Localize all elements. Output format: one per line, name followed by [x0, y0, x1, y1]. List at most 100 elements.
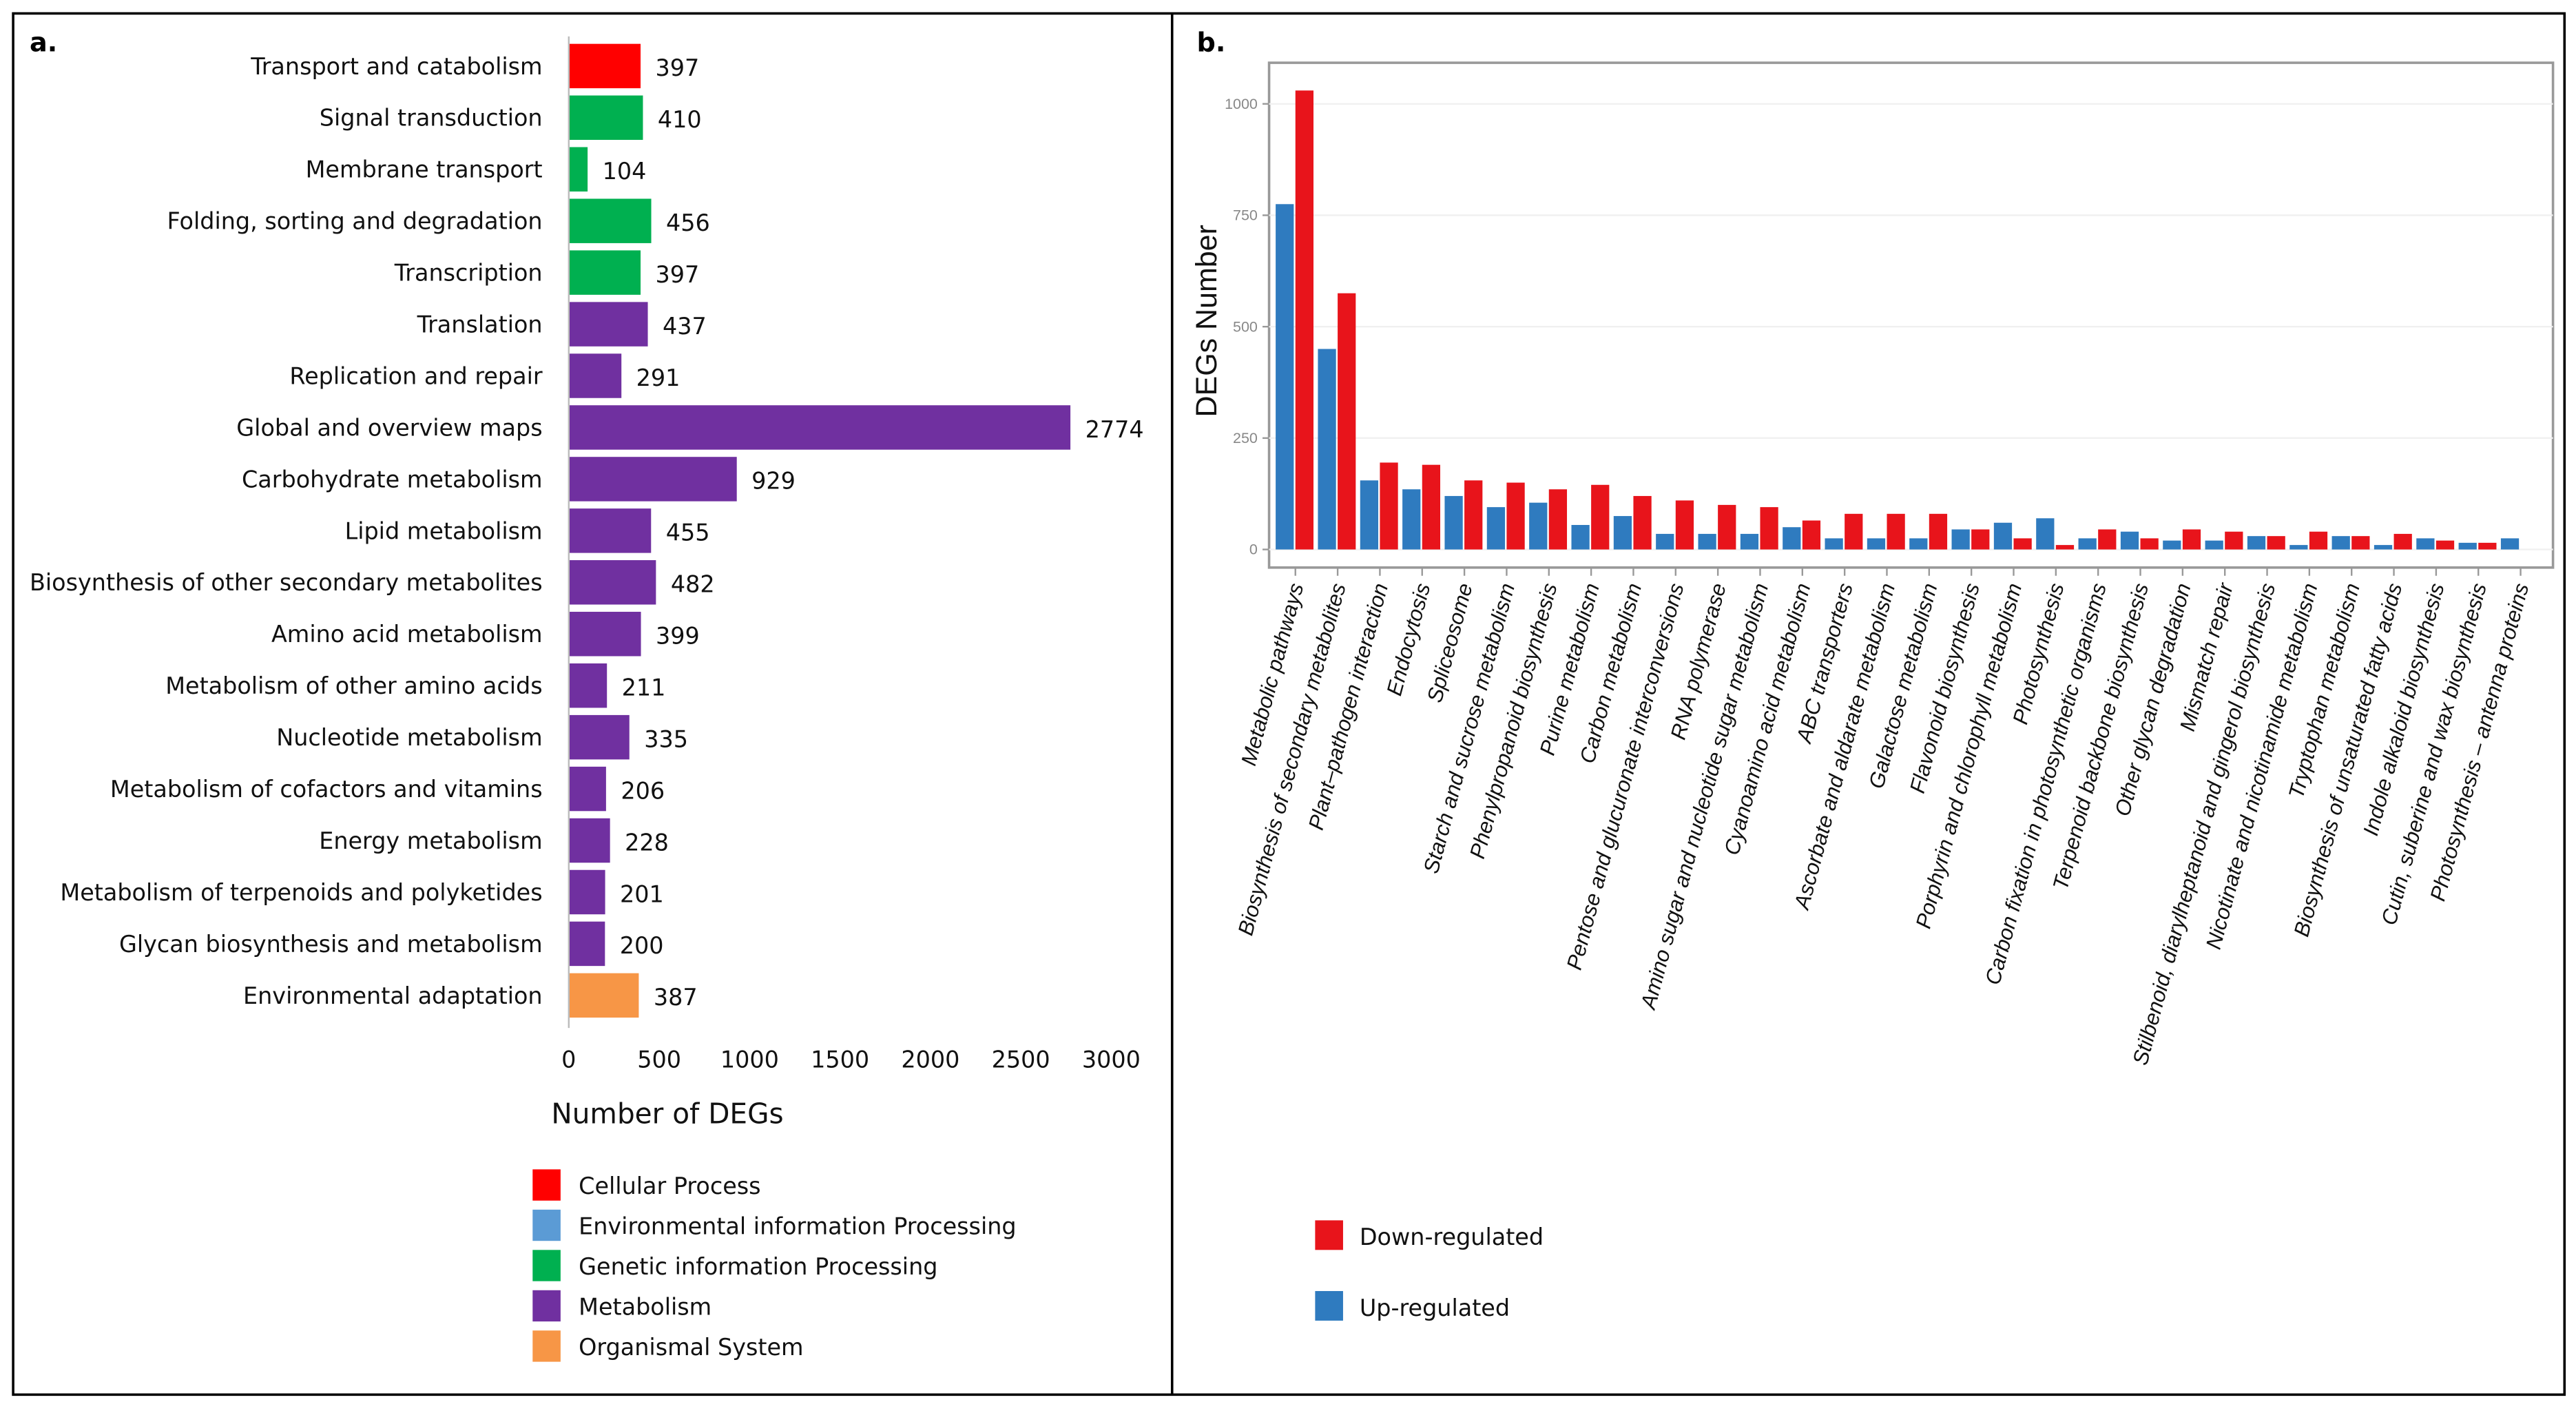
bar-up-regulated	[1993, 522, 2013, 550]
legend-label: Down-regulated	[1360, 1224, 1544, 1250]
category-label: Environmental adaptation	[243, 982, 543, 1009]
bar-down-regulated	[1380, 462, 1398, 550]
category-label: Global and overview maps	[236, 414, 542, 441]
bar-value-label: 929	[751, 468, 796, 495]
bar-up-regulated	[1318, 349, 1336, 550]
x-tick-label: 2500	[992, 1046, 1050, 1073]
category-label: Biosynthesis of other secondary metaboli…	[30, 569, 543, 596]
bar	[568, 353, 622, 398]
bar-down-regulated	[2225, 531, 2243, 550]
bar	[568, 95, 643, 141]
bar-down-regulated	[1845, 513, 1863, 550]
category-label: Membrane transport	[306, 156, 543, 183]
bar	[568, 663, 607, 708]
y-tick-label: 1000	[1225, 96, 1258, 112]
bar-up-regulated	[1444, 495, 1463, 550]
category-label: Translation	[417, 311, 543, 338]
legend-swatch	[532, 1209, 561, 1241]
bar-up-regulated	[2036, 518, 2055, 550]
bar-up-regulated	[1740, 533, 1759, 550]
bar-up-regulated	[2500, 538, 2520, 550]
legend-label: Cellular Process	[579, 1173, 760, 1199]
bar-value-label: 399	[656, 623, 700, 650]
bar-up-regulated	[2289, 545, 2308, 550]
chart-b-plot-panel	[1267, 61, 2555, 569]
bar-up-regulated	[1360, 480, 1379, 550]
bar-down-regulated	[1422, 464, 1441, 550]
legend-swatch	[532, 1330, 561, 1362]
bar	[568, 714, 630, 760]
legend-label: Genetic information Processing	[579, 1253, 937, 1280]
bar	[568, 973, 639, 1018]
category-label: Glycan biosynthesis and metabolism	[119, 931, 543, 958]
bar-down-regulated	[2478, 542, 2497, 550]
bar-down-regulated	[1506, 482, 1525, 550]
bar-down-regulated	[1718, 504, 1736, 550]
bar-up-regulated	[1909, 538, 1928, 550]
bar-up-regulated	[2416, 538, 2435, 550]
bar	[568, 869, 605, 915]
bar	[568, 457, 737, 502]
chart-b-y-axis-title: DEGs Number	[1190, 225, 1223, 417]
bar-up-regulated	[1656, 533, 1674, 550]
category-label: Metabolism of terpenoids and polyketides	[60, 879, 542, 906]
bar-up-regulated	[2374, 545, 2393, 550]
bar-up-regulated	[1613, 516, 1632, 550]
category-label: Folding, sorting and degradation	[167, 208, 543, 235]
bar-up-regulated	[1698, 533, 1716, 550]
category-label: Metabolism of cofactors and vitamins	[110, 776, 543, 803]
bar-value-label: 397	[656, 261, 700, 288]
bar-up-regulated	[2120, 531, 2139, 550]
bar-value-label: 200	[620, 932, 664, 959]
bar-down-regulated	[2393, 533, 2412, 550]
bar-down-regulated	[2182, 529, 2201, 550]
bar-down-regulated	[1887, 513, 1905, 550]
bar	[568, 405, 1071, 450]
x-tick-label: 1500	[811, 1046, 869, 1073]
bar	[568, 43, 641, 89]
bar-value-label: 437	[663, 313, 707, 340]
bar-value-label: 455	[666, 519, 710, 546]
bar	[568, 147, 588, 192]
bar-down-regulated	[1802, 520, 1821, 550]
bar	[568, 198, 652, 243]
bar-up-regulated	[1486, 507, 1506, 550]
bar-value-label: 456	[666, 209, 710, 236]
chart-a-x-axis-title: Number of DEGs	[551, 1097, 783, 1131]
bar-down-regulated	[2267, 536, 2285, 550]
x-tick-label: 2000	[901, 1046, 959, 1073]
legend-label: Organismal System	[579, 1334, 803, 1361]
bar-value-label: 387	[654, 984, 698, 1011]
bar-up-regulated	[1529, 502, 1548, 550]
bar-down-regulated	[2309, 531, 2328, 550]
x-tick-label: 3000	[1082, 1046, 1141, 1073]
category-label: Replication and repair	[289, 362, 542, 389]
x-tick-label: 0	[561, 1046, 576, 1073]
bar	[568, 560, 656, 605]
bar-up-regulated	[1867, 538, 1886, 550]
legend-swatch	[532, 1290, 561, 1322]
bar-value-label: 201	[620, 880, 664, 907]
category-label: Energy metabolism	[319, 827, 542, 854]
x-tick-label: 500	[637, 1046, 681, 1073]
bar	[568, 250, 641, 295]
bar-value-label: 2774	[1086, 416, 1144, 443]
category-label: Metabolism of other amino acids	[165, 672, 542, 699]
bar-up-regulated	[2247, 536, 2266, 550]
bar-value-label: 335	[644, 725, 688, 752]
category-label: Signal transduction	[320, 105, 543, 132]
legend-label: Environmental information Processing	[579, 1213, 1017, 1240]
y-tick-label: 250	[1233, 430, 1258, 446]
category-label: Nucleotide metabolism	[276, 724, 542, 751]
bar-up-regulated	[2078, 538, 2097, 550]
bar	[568, 508, 652, 553]
bar-down-regulated	[2055, 545, 2075, 550]
bar	[568, 302, 648, 347]
bar-up-regulated	[2458, 542, 2477, 550]
bar	[568, 921, 605, 967]
legend-label: Metabolism	[579, 1294, 711, 1321]
x-tick-label: 1000	[720, 1046, 779, 1073]
category-label: Lipid metabolism	[345, 517, 543, 544]
category-label: Transcription	[394, 260, 543, 287]
